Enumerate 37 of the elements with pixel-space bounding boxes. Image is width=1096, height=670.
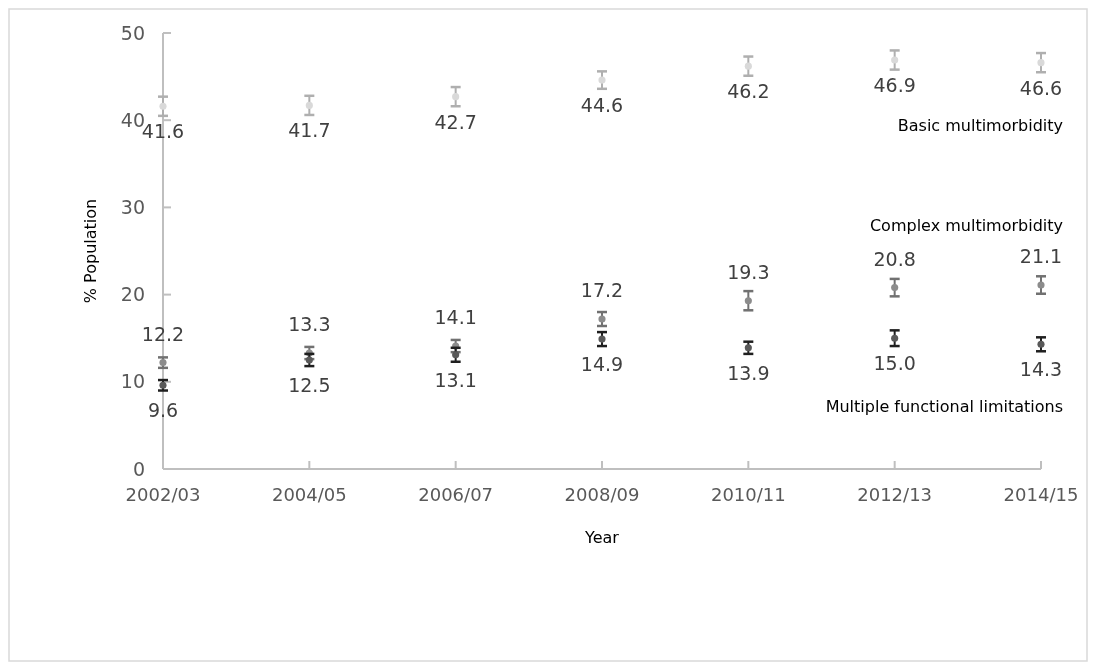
data-label: 14.9 [580,353,624,376]
y-tick-label: 0 [132,457,145,480]
data-label: 15.0 [873,352,916,375]
y-tick-label: 30 [120,196,145,219]
x-tick-label: 2012/13 [857,484,933,505]
data-label: 44.6 [580,94,624,117]
data-label: 13.3 [288,313,331,336]
data-label: 42.7 [434,110,477,133]
data-label: 46.2 [727,80,770,103]
data-label: 20.8 [873,247,916,270]
y-tick-label: 10 [120,370,145,393]
x-tick-label: 2006/07 [418,484,494,505]
annotation: Complex multimorbidity [869,216,1063,236]
annotation: Multiple functional limitations [825,397,1063,417]
annotation: Basic multimorbidity [897,115,1063,135]
data-label: 14.3 [1019,358,1063,381]
data-label: 13.1 [434,368,477,391]
data-label: 14.1 [434,306,477,329]
y-tick-label: 20 [120,283,145,306]
data-label: 46.6 [1019,76,1063,99]
data-label: 12.2 [141,322,185,345]
data-label: 17.2 [580,279,624,302]
x-tick-label: 2004/05 [271,484,347,505]
data-label: 13.9 [727,361,770,384]
x-tick-label: 2010/11 [710,484,786,505]
data-label: 46.9 [873,74,916,97]
x-axis-title: Year [584,528,620,547]
y-tick-label: 50 [120,21,145,44]
data-label: 19.3 [727,260,770,283]
data-label: 12.5 [288,374,331,396]
data-label: 41.7 [288,119,331,142]
x-tick-label: 2008/09 [564,484,640,505]
x-tick-label: 2014/15 [1003,484,1079,505]
data-label: 21.1 [1019,245,1063,268]
x-tick-label: 2002/03 [125,484,201,505]
y-axis-title: % Population [81,198,100,304]
data-label: 9.6 [147,399,179,422]
